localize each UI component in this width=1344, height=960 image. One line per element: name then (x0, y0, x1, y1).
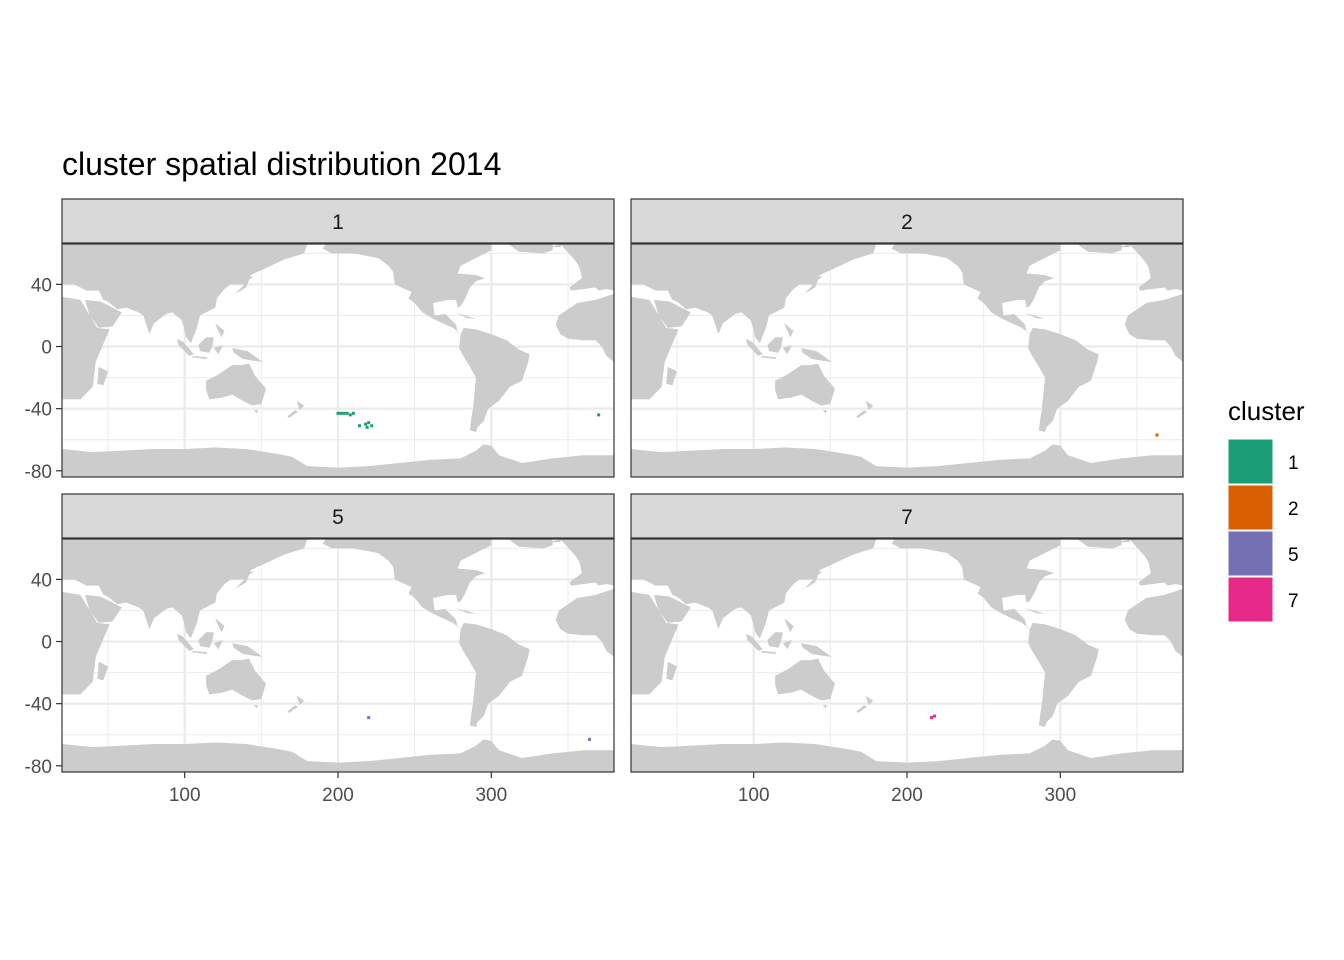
facet-strip-label: 7 (901, 506, 913, 529)
facet-panel-7: 7 100 200 300 (630, 493, 1184, 806)
legend-item-1: 1 (1227, 438, 1299, 485)
y-tick-label: -80 (25, 757, 52, 778)
cluster-point (1155, 433, 1159, 437)
facet-strip (630, 198, 1184, 244)
facet-panel-1: 1 40 0 -40 -80 (25, 198, 615, 483)
facet-panel-2: 2 (630, 198, 1184, 478)
facet-strip (630, 493, 1184, 539)
panel-border (61, 243, 615, 478)
y-tick-label: -80 (25, 462, 52, 483)
x-tick-label: 300 (475, 785, 507, 806)
cluster-point (351, 411, 355, 415)
y-tick-label: -40 (25, 695, 52, 716)
legend-title: cluster (1228, 396, 1305, 426)
y-tick-label: 40 (31, 570, 52, 591)
facet-strip-label: 1 (332, 211, 344, 234)
x-tick-label: 200 (322, 785, 354, 806)
legend-swatch (1227, 530, 1274, 577)
chart-title: cluster spatial distribution 2014 (62, 146, 501, 182)
legend-label: 7 (1288, 591, 1299, 612)
cluster-point (336, 411, 340, 415)
facet-strip (61, 493, 615, 539)
cluster-point (597, 413, 601, 417)
cluster-point (930, 716, 934, 720)
y-tick-label: -40 (25, 400, 52, 421)
panel-border (630, 243, 1184, 478)
cluster-point (587, 737, 591, 741)
cluster-point (367, 421, 371, 425)
facet-strip-label: 2 (901, 211, 913, 234)
cluster-point (933, 714, 937, 718)
y-tick-label: 0 (41, 633, 52, 654)
x-tick-label: 200 (891, 785, 923, 806)
facet-panel-5: 5 40 0 -40 -80 100 200 300 (25, 493, 615, 806)
cluster-point (357, 424, 361, 428)
legend-swatch (1227, 576, 1274, 623)
facet-panels: 1 40 0 -40 -80 2 5 40 0 -40 -80 100 200 300 7 100 200 300 (25, 198, 1184, 806)
legend-label: 2 (1288, 499, 1299, 520)
legend-item-5: 5 (1227, 530, 1299, 577)
legend-item-2: 2 (1227, 484, 1299, 531)
cluster-point (348, 413, 352, 417)
legend-label: 1 (1288, 453, 1299, 474)
facet-strip (61, 198, 615, 244)
x-tick-label: 100 (169, 785, 201, 806)
cluster-point (370, 424, 374, 428)
facet-strip-label: 5 (332, 506, 344, 529)
cluster-point (365, 425, 369, 429)
legend-item-7: 7 (1227, 576, 1299, 623)
y-tick-label: 40 (31, 275, 52, 296)
cluster-point (339, 411, 343, 415)
legend-swatch (1227, 438, 1274, 485)
x-tick-label: 300 (1044, 785, 1076, 806)
x-tick-label: 100 (738, 785, 770, 806)
y-tick-label: 0 (41, 338, 52, 359)
legend: cluster 1 2 5 7 (1227, 396, 1305, 623)
legend-label: 5 (1288, 545, 1299, 566)
cluster-point (367, 716, 371, 720)
cluster-point (345, 411, 349, 415)
cluster-point (364, 422, 368, 426)
cluster-point (342, 411, 346, 415)
legend-swatch (1227, 484, 1274, 531)
